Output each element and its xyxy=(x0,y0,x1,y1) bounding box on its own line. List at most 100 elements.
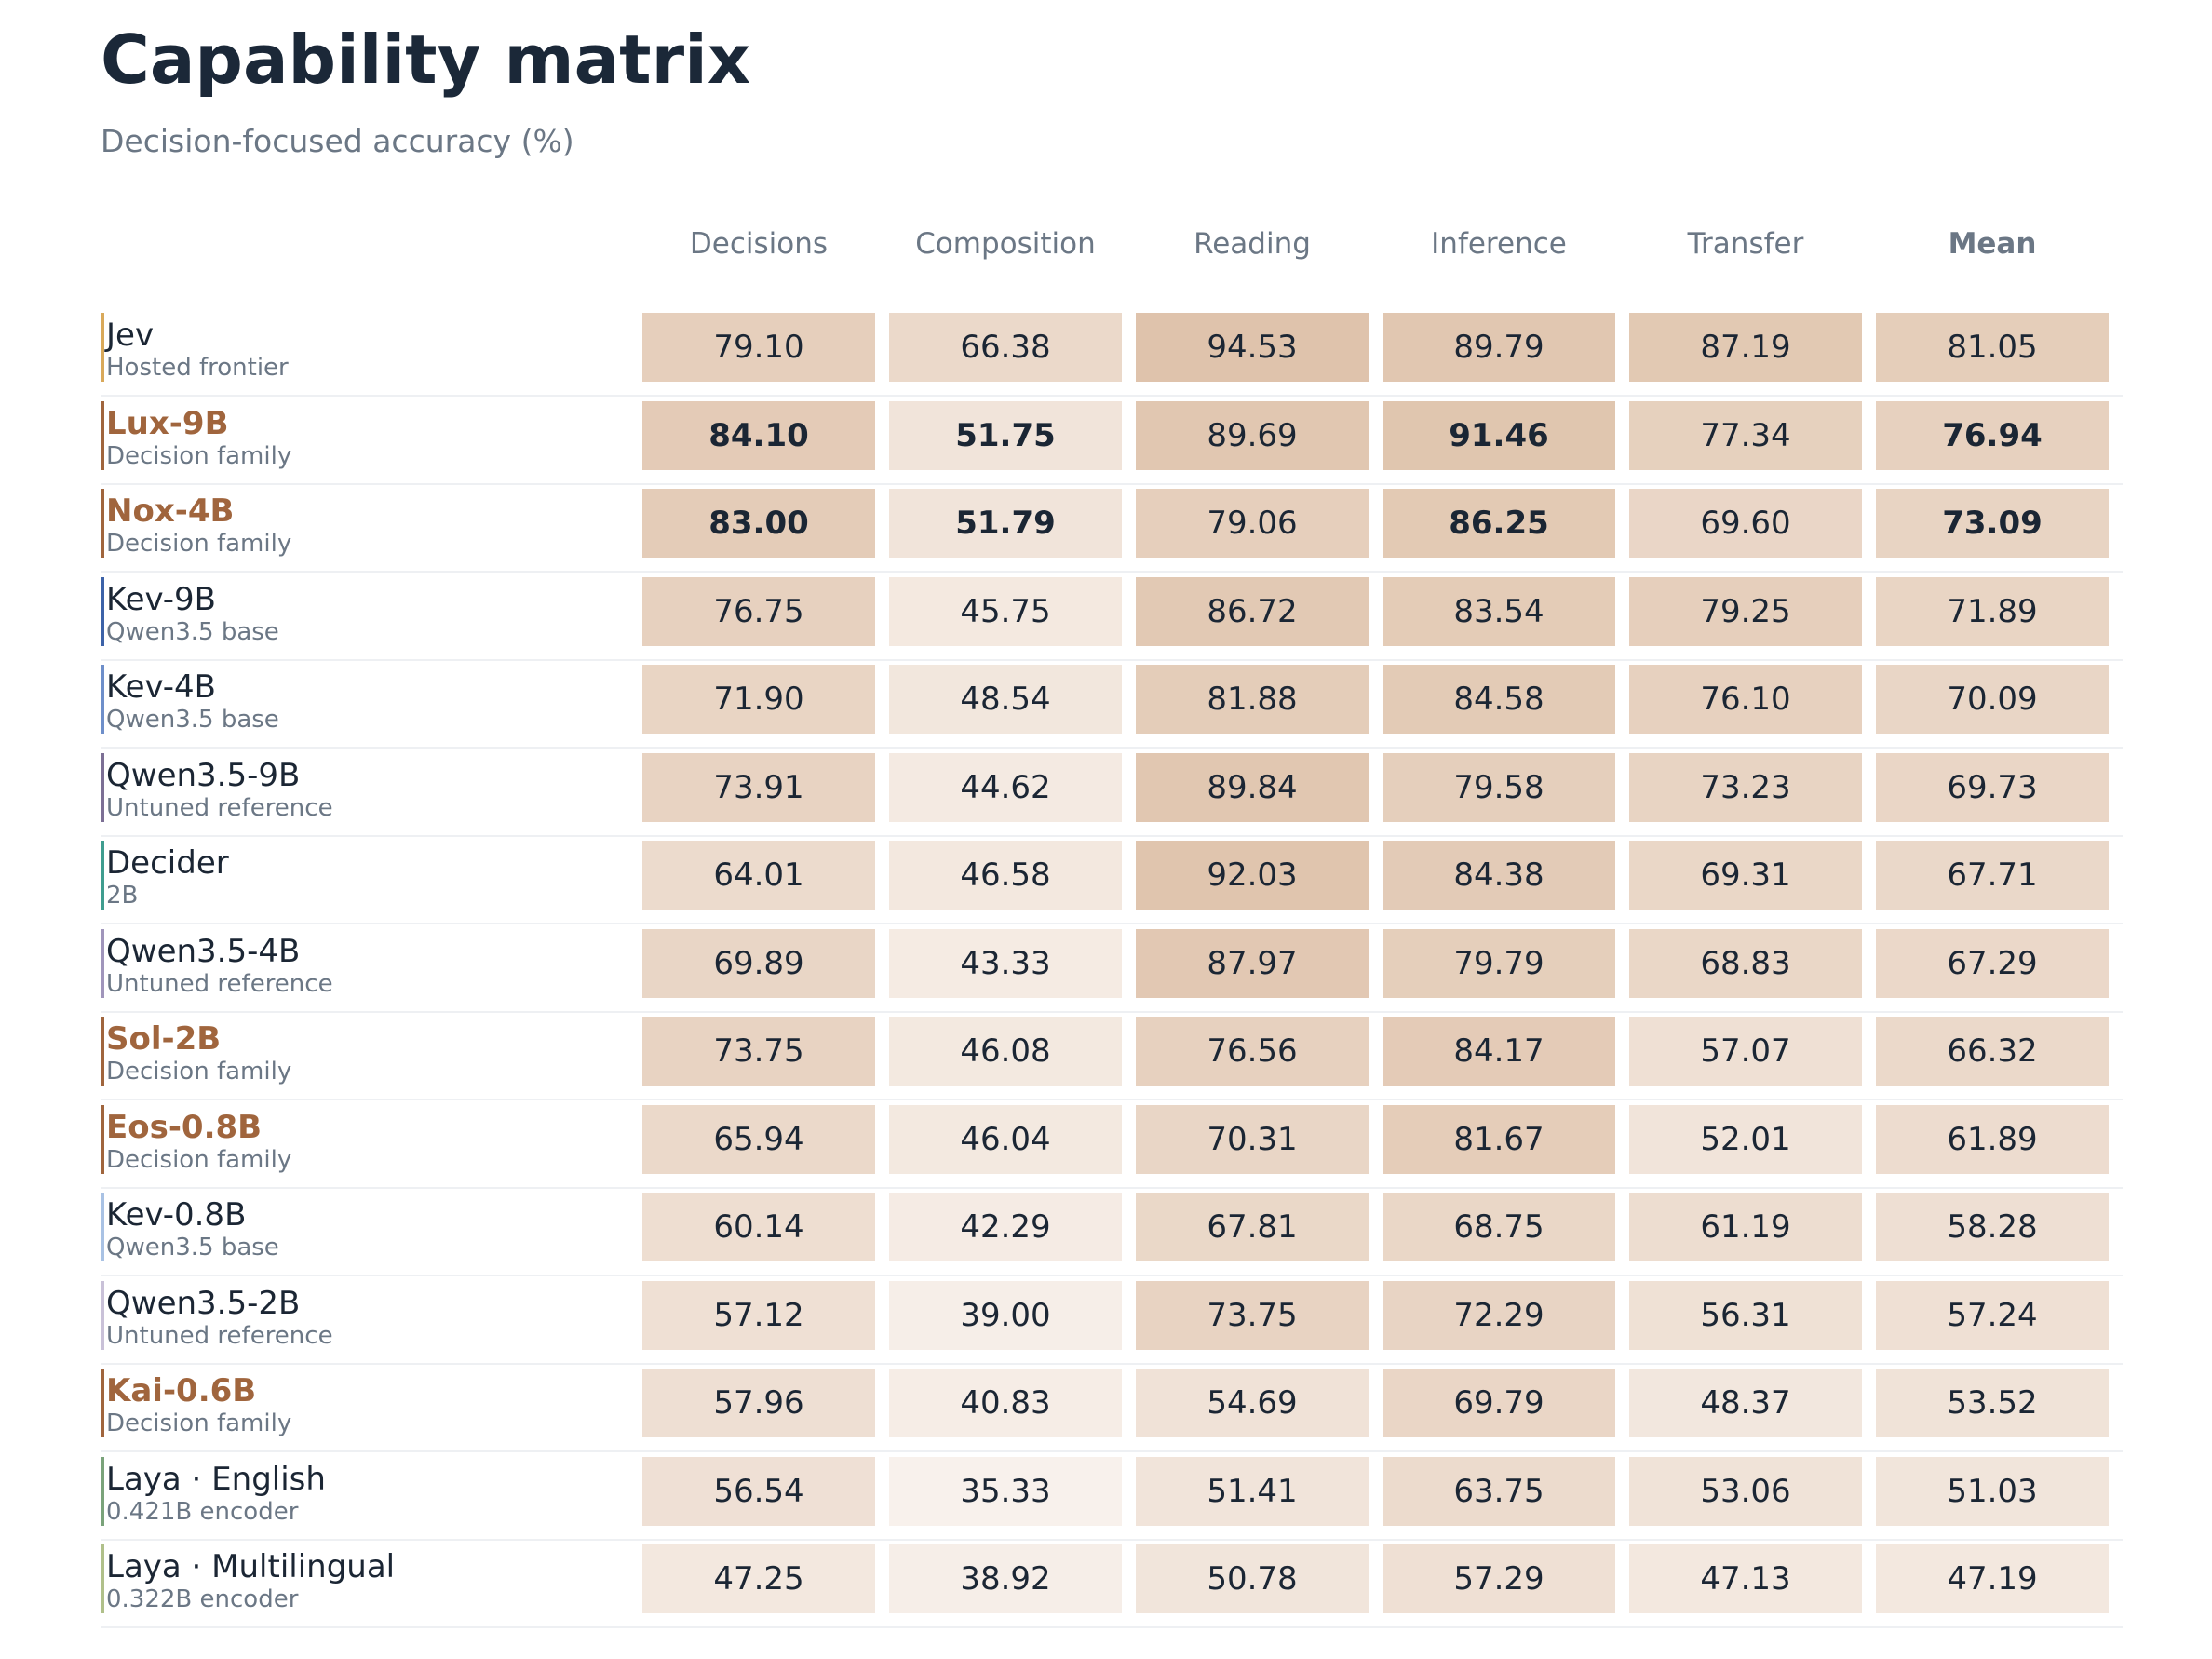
row-label: Sol-2B xyxy=(106,1020,222,1058)
cell-mean: 47.19 xyxy=(1876,1544,2109,1613)
row-accent-bar xyxy=(101,489,104,558)
cell-transfer: 57.07 xyxy=(1629,1017,1862,1086)
matrix-row-nox-4b: Nox-4B Decision family 83.00 51.79 79.06 86.2… xyxy=(101,483,2123,573)
row-label: Eos-0.8B xyxy=(106,1108,263,1146)
row-sublabel: Qwen3.5 base xyxy=(106,706,279,734)
cell-reading: 50.78 xyxy=(1136,1544,1369,1613)
cell-reading: 92.03 xyxy=(1136,841,1369,910)
row-accent-bar xyxy=(101,400,104,470)
row-accent-bar xyxy=(101,841,104,910)
cell-inference: 57.29 xyxy=(1382,1544,1615,1613)
cell-reading: 87.97 xyxy=(1136,928,1369,998)
cell-reading: 54.69 xyxy=(1136,1369,1369,1437)
cell-composition: 35.33 xyxy=(889,1456,1122,1526)
matrix-row-laya-english: Laya · English 0.421B encoder 56.54 35.33 51… xyxy=(101,1451,2123,1541)
cell-decisions: 57.96 xyxy=(642,1369,875,1437)
row-accent-bar xyxy=(101,665,104,734)
matrix-row-lux-9b: Lux-9B Decision family 84.10 51.75 89.69 91.4… xyxy=(101,396,2123,485)
cell-decisions: 60.14 xyxy=(642,1193,875,1261)
cell-composition: 44.62 xyxy=(889,752,1122,822)
cell-composition: 51.75 xyxy=(889,400,1122,470)
cell-reading: 67.81 xyxy=(1136,1193,1369,1261)
cell-transfer: 61.19 xyxy=(1629,1193,1862,1261)
row-accent-bar xyxy=(101,1104,104,1174)
cell-transfer: 47.13 xyxy=(1629,1544,1862,1613)
matrix-row-kai-0-6b: Kai-0.6B Decision family 57.96 40.83 54.69 69… xyxy=(101,1363,2123,1452)
cell-inference: 84.17 xyxy=(1382,1017,1615,1086)
cell-decisions: 57.12 xyxy=(642,1280,875,1350)
cell-inference: 86.25 xyxy=(1382,489,1615,558)
cell-inference: 72.29 xyxy=(1382,1280,1615,1350)
row-sublabel: 2B xyxy=(106,882,139,910)
cell-reading: 89.69 xyxy=(1136,400,1369,470)
column-header-transfer: Transfer xyxy=(1687,227,1804,261)
cell-mean: 76.94 xyxy=(1876,400,2109,470)
cell-transfer: 76.10 xyxy=(1629,665,1862,734)
row-accent-bar xyxy=(101,1017,104,1086)
cell-reading: 51.41 xyxy=(1136,1456,1369,1526)
row-label: Lux-9B xyxy=(106,404,229,442)
row-sublabel: Decision family xyxy=(106,1058,292,1086)
row-sublabel: Decision family xyxy=(106,1409,292,1437)
cell-reading: 81.88 xyxy=(1136,665,1369,734)
cell-inference: 83.54 xyxy=(1382,576,1615,646)
page-subtitle: Decision-focused accuracy (%) xyxy=(101,123,574,159)
cell-transfer: 52.01 xyxy=(1629,1104,1862,1174)
row-label: Laya · English xyxy=(106,1460,326,1498)
row-label: Decider xyxy=(106,844,229,882)
cell-mean: 57.24 xyxy=(1876,1280,2109,1350)
row-accent-bar xyxy=(101,1544,104,1613)
row-label: Kev-0.8B xyxy=(106,1196,247,1234)
row-label: Kev-9B xyxy=(106,580,216,618)
cell-reading: 89.84 xyxy=(1136,752,1369,822)
cell-inference: 63.75 xyxy=(1382,1456,1615,1526)
cell-inference: 89.79 xyxy=(1382,313,1615,382)
matrix-row-laya-multilingual: Laya · Multilingual 0.322B encoder 47.25 38… xyxy=(101,1539,2123,1628)
row-accent-bar xyxy=(101,313,104,382)
row-sublabel: Decision family xyxy=(106,1145,292,1174)
row-label: Qwen3.5-2B xyxy=(106,1284,301,1322)
cell-transfer: 79.25 xyxy=(1629,576,1862,646)
cell-reading: 73.75 xyxy=(1136,1280,1369,1350)
cell-transfer: 53.06 xyxy=(1629,1456,1862,1526)
cell-decisions: 71.90 xyxy=(642,665,875,734)
cell-reading: 94.53 xyxy=(1136,313,1369,382)
cell-mean: 67.71 xyxy=(1876,841,2109,910)
matrix-row-kev-4b: Kev-4B Qwen3.5 base 71.90 48.54 81.88 84.58 76… xyxy=(101,659,2123,749)
matrix-row-qwen3-5-4b: Qwen3.5-4B Untuned reference 69.89 43.33 87.… xyxy=(101,924,2123,1013)
row-sublabel: 0.421B encoder xyxy=(106,1497,299,1526)
cell-composition: 46.08 xyxy=(889,1017,1122,1086)
cell-mean: 58.28 xyxy=(1876,1193,2109,1261)
cell-decisions: 65.94 xyxy=(642,1104,875,1174)
row-accent-bar xyxy=(101,1369,104,1437)
row-label: Kai-0.6B xyxy=(106,1372,257,1409)
matrix-row-jev: Jev Hosted frontier 79.10 66.38 94.53 89.79 87… xyxy=(101,307,2123,397)
row-sublabel: Qwen3.5 base xyxy=(106,1234,279,1261)
cell-inference: 69.79 xyxy=(1382,1369,1615,1437)
cell-transfer: 69.31 xyxy=(1629,841,1862,910)
cell-composition: 39.00 xyxy=(889,1280,1122,1350)
matrix-row-qwen3-5-9b: Qwen3.5-9B Untuned reference 73.91 44.62 89.… xyxy=(101,748,2123,837)
row-sublabel: Untuned reference xyxy=(106,969,333,998)
row-accent-bar xyxy=(101,752,104,822)
cell-composition: 51.79 xyxy=(889,489,1122,558)
cell-decisions: 56.54 xyxy=(642,1456,875,1526)
row-accent-bar xyxy=(101,1193,104,1261)
cell-mean: 71.89 xyxy=(1876,576,2109,646)
row-accent-bar xyxy=(101,1456,104,1526)
cell-composition: 46.04 xyxy=(889,1104,1122,1174)
cell-inference: 79.79 xyxy=(1382,928,1615,998)
matrix-row-sol-2b: Sol-2B Decision family 73.75 46.08 76.56 84.1… xyxy=(101,1011,2123,1100)
cell-reading: 76.56 xyxy=(1136,1017,1369,1086)
matrix-row-kev-9b: Kev-9B Qwen3.5 base 76.75 45.75 86.72 83.54 79… xyxy=(101,572,2123,661)
cell-decisions: 69.89 xyxy=(642,928,875,998)
cell-decisions: 83.00 xyxy=(642,489,875,558)
cell-mean: 81.05 xyxy=(1876,313,2109,382)
cell-transfer: 69.60 xyxy=(1629,489,1862,558)
cell-decisions: 73.91 xyxy=(642,752,875,822)
row-label: Qwen3.5-9B xyxy=(106,756,301,794)
cell-composition: 42.29 xyxy=(889,1193,1122,1261)
row-sublabel: 0.322B encoder xyxy=(106,1585,299,1613)
row-accent-bar xyxy=(101,928,104,998)
cell-decisions: 76.75 xyxy=(642,576,875,646)
